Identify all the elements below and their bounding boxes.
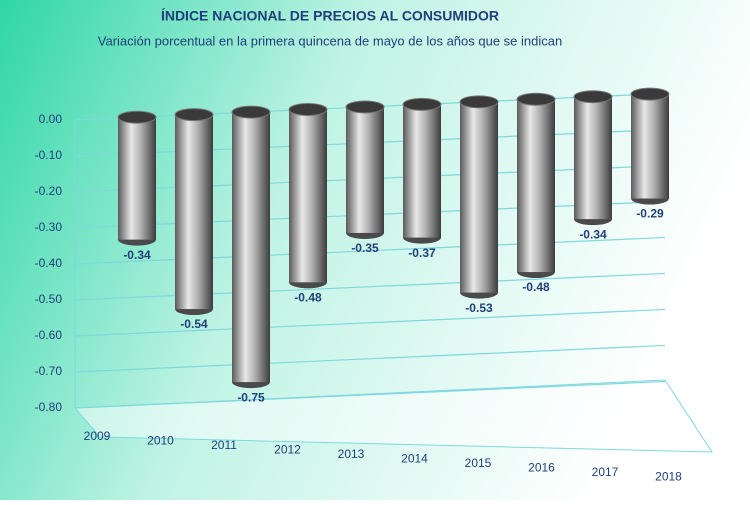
bar — [460, 101, 498, 293]
grid-line — [74, 272, 666, 301]
value-label: -0.34 — [579, 227, 607, 241]
bar — [175, 114, 213, 310]
value-label: -0.34 — [123, 248, 151, 262]
y-tick-label: -0.50 — [35, 292, 63, 306]
bar — [517, 99, 555, 273]
bar-cap — [174, 108, 214, 122]
x-tick-label: 2015 — [465, 456, 492, 470]
value-label: -0.54 — [180, 317, 208, 331]
y-tick-label: -0.60 — [35, 328, 63, 342]
grid-line — [74, 344, 666, 373]
bar-cap — [630, 87, 670, 101]
x-tick-label: 2013 — [338, 447, 365, 461]
value-label: -0.75 — [237, 390, 265, 404]
x-tick-label: 2011 — [211, 438, 237, 452]
value-label: -0.35 — [351, 241, 379, 255]
bar-cap — [516, 92, 556, 106]
bar — [232, 112, 270, 383]
bar-cap — [117, 110, 157, 124]
bar-cap — [231, 105, 271, 119]
grid-line — [74, 380, 666, 409]
bar — [403, 104, 441, 238]
value-label: -0.48 — [294, 290, 322, 304]
bar — [289, 109, 327, 283]
bar-cap — [345, 100, 385, 114]
bar-cap — [402, 97, 442, 111]
bar — [631, 94, 669, 199]
x-tick-label: 2012 — [274, 443, 301, 457]
bar-cap — [288, 103, 328, 117]
y-tick-label: -0.40 — [35, 256, 63, 270]
grid-line — [74, 236, 666, 265]
y-tick-label: -0.30 — [35, 220, 63, 234]
x-tick-label: 2010 — [147, 434, 174, 448]
x-tick-label: 2017 — [592, 465, 619, 479]
y-tick-label: -0.10 — [35, 148, 63, 162]
y-tick-label: 0.00 — [39, 112, 63, 126]
value-label: -0.29 — [636, 207, 664, 221]
x-tick-label: 2014 — [401, 452, 428, 466]
bar — [346, 106, 384, 233]
y-tick-label: -0.20 — [35, 184, 63, 198]
bar — [574, 96, 612, 220]
y-tick-label: -0.70 — [35, 364, 63, 378]
bar-cap — [459, 95, 499, 109]
x-tick-label: 2016 — [528, 461, 555, 475]
value-label: -0.53 — [465, 301, 493, 315]
grid-line — [74, 308, 666, 337]
value-label: -0.48 — [522, 280, 550, 294]
bar — [118, 117, 156, 240]
x-tick-label: 2009 — [84, 429, 111, 443]
floor — [73, 379, 713, 453]
bar-cap — [573, 90, 613, 104]
y-tick-label: -0.80 — [35, 400, 63, 414]
chart-subtitle: Variación porcentual en la primera quinc… — [98, 33, 562, 48]
value-label: -0.37 — [408, 246, 436, 260]
x-tick-label: 2018 — [655, 470, 682, 484]
chart-title: ÍNDICE NACIONAL DE PRECIOS AL CONSUMIDOR — [161, 8, 499, 24]
